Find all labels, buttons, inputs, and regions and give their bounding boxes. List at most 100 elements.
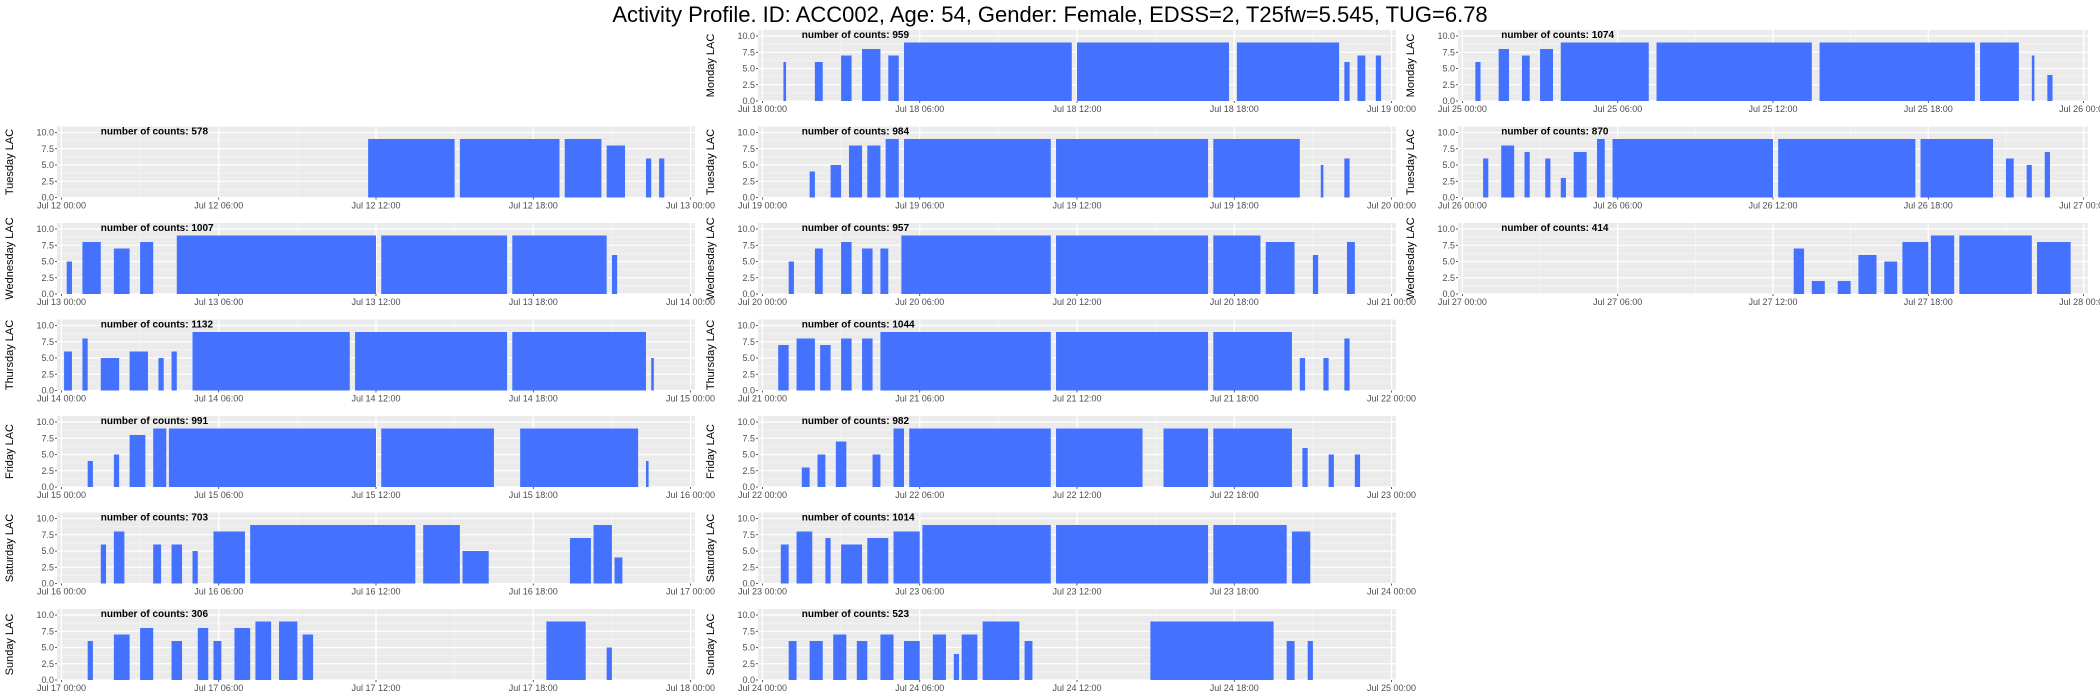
y-tick-label: 2.5 (742, 273, 755, 283)
activity-bar (1056, 428, 1143, 487)
x-tick-label: Jul 20 06:00 (895, 297, 944, 307)
activity-bar (129, 435, 146, 487)
y-tick-label: 2.5 (41, 659, 54, 669)
y-tick-label: 7.5 (1442, 144, 1455, 154)
activity-bar (520, 428, 639, 487)
x-tick-label: Jul 17 06:00 (194, 683, 243, 693)
activity-bar (1573, 152, 1587, 198)
x-tick-label: Jul 23 18:00 (1210, 587, 1259, 597)
activity-bar (423, 525, 460, 584)
counts-annotation: number of counts: 1014 (802, 513, 915, 524)
y-tick-label: 5.0 (1442, 160, 1455, 170)
x-tick-label: Jul 21 06:00 (895, 394, 944, 404)
y-tick-label: 5.0 (742, 257, 755, 267)
x-tick-label: Jul 12 00:00 (37, 201, 86, 211)
activity-bar (100, 358, 120, 391)
activity-bar (192, 551, 198, 584)
y-axis-label: Saturday LAC (4, 514, 16, 583)
x-tick-label: Jul 18 12:00 (1052, 104, 1101, 114)
y-axis-label: Friday LAC (705, 424, 717, 479)
activity-bar (1077, 42, 1230, 101)
x-tick-label: Jul 16 06:00 (194, 587, 243, 597)
y-tick-label: 7.5 (742, 530, 755, 540)
activity-bar (1056, 332, 1209, 391)
activity-bar (87, 461, 93, 487)
activity-bar (830, 165, 842, 198)
y-tick-label: 5.0 (742, 450, 755, 460)
y-tick-label: 10.0 (36, 610, 54, 620)
y-axis-label: Thursday LAC (705, 320, 717, 390)
activity-bar (129, 351, 148, 391)
activity-bar (462, 551, 489, 584)
x-tick-label: Jul 19 18:00 (1210, 201, 1259, 211)
activity-bar (1299, 358, 1306, 391)
x-tick-label: Jul 19 00:00 (738, 201, 787, 211)
y-tick-label: 7.5 (41, 530, 54, 540)
activity-bar (809, 641, 823, 680)
x-tick-label: Jul 14 12:00 (351, 394, 400, 404)
activity-bar (250, 525, 416, 584)
activity-bar (1291, 531, 1311, 584)
x-tick-label: Jul 26 06:00 (1593, 201, 1642, 211)
y-tick-label: 0.0 (742, 579, 755, 589)
activity-bar (1819, 42, 1975, 101)
x-tick-label: Jul 16 12:00 (351, 587, 400, 597)
activity-bar (1920, 139, 1994, 198)
activity-bar (1024, 641, 1033, 680)
y-tick-label: 10.0 (737, 31, 755, 41)
panel-sunday-lac-2: 0.0 2.5 5.0 7.5 10.0 Jul 24 00:00 Jul 24 06:00… (705, 609, 1416, 693)
y-tick-label: 10.0 (737, 321, 755, 331)
panel-monday-lac-3: 0.0 2.5 5.0 7.5 10.0 Jul 25 00:00 Jul 25 06:00… (1405, 30, 2100, 114)
panel-tuesday-lac-2: 0.0 2.5 5.0 7.5 10.0 Jul 19 00:00 Jul 19 06:00… (705, 126, 1416, 211)
activity-bar (213, 641, 222, 680)
activity-bar (381, 428, 494, 487)
activity-bar (1475, 62, 1481, 101)
activity-bar (1521, 55, 1530, 101)
y-tick-label: 10.0 (1437, 128, 1455, 138)
activity-bar (1902, 242, 1929, 294)
activity-bar (1056, 525, 1209, 584)
activity-bar (788, 261, 794, 294)
activity-bar (904, 42, 1072, 101)
y-tick-label: 5.0 (742, 160, 755, 170)
activity-bar (113, 531, 125, 584)
activity-bar (1524, 152, 1530, 198)
activity-bar (1837, 281, 1851, 294)
activity-bar (512, 235, 607, 294)
activity-bar (880, 332, 1051, 391)
activity-bar (1930, 235, 1955, 294)
activity-bar (1560, 178, 1566, 198)
activity-bar (901, 235, 1051, 294)
activity-bar (459, 139, 560, 198)
activity-bar (355, 332, 508, 391)
activity-bar (302, 634, 314, 680)
x-tick-label: Jul 19 00:00 (1367, 104, 1416, 114)
y-axis-label: Saturday LAC (705, 514, 717, 583)
x-tick-label: Jul 24 12:00 (1052, 683, 1101, 693)
x-tick-label: Jul 14 00:00 (666, 297, 715, 307)
activity-bar (368, 139, 455, 198)
counts-annotation: number of counts: 957 (802, 223, 910, 234)
activity-bar (1357, 55, 1366, 101)
activity-bar (961, 634, 978, 680)
activity-bar (140, 628, 154, 680)
activity-bar (1778, 139, 1916, 198)
y-tick-label: 7.5 (742, 144, 755, 154)
chart-title: Activity Profile. ID: ACC002, Age: 54, G… (612, 2, 1488, 27)
x-tick-label: Jul 12 18:00 (509, 201, 558, 211)
activity-bar (1612, 139, 1773, 198)
activity-bar (1811, 281, 1825, 294)
activity-bar (814, 248, 823, 294)
activity-bar (2005, 158, 2014, 198)
x-tick-label: Jul 21 12:00 (1052, 394, 1101, 404)
y-tick-label: 2.5 (742, 466, 755, 476)
x-tick-label: Jul 13 06:00 (194, 297, 243, 307)
activity-bar (1560, 42, 1649, 101)
activity-bar (197, 628, 209, 680)
x-tick-label: Jul 22 12:00 (1052, 490, 1101, 500)
x-tick-label: Jul 26 18:00 (1904, 201, 1953, 211)
activity-bar (1056, 235, 1209, 294)
x-tick-label: Jul 18 06:00 (895, 104, 944, 114)
counts-annotation: number of counts: 982 (802, 416, 910, 427)
